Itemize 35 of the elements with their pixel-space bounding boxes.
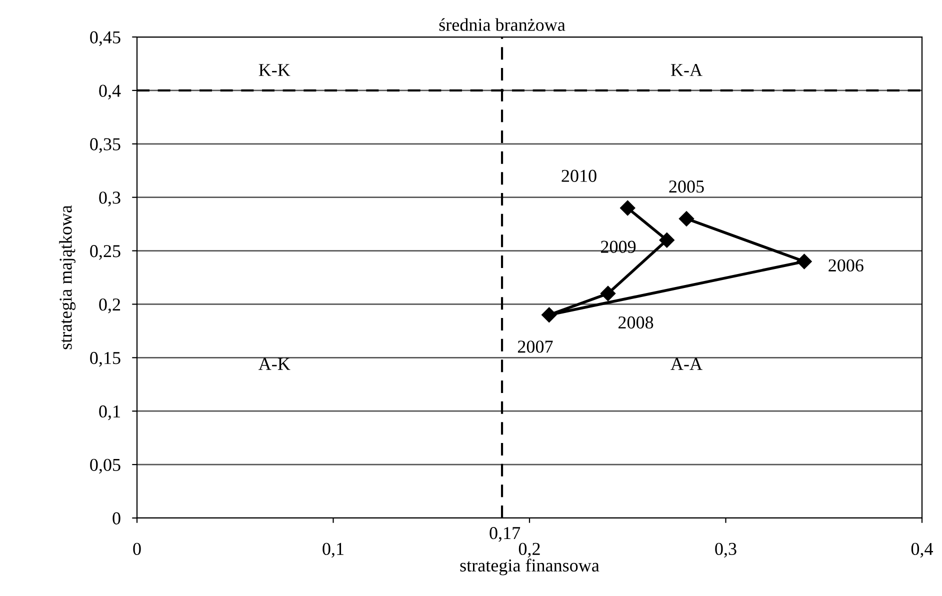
y-tick-label: 0,3: [99, 192, 120, 206]
annotation: 2007: [518, 340, 553, 353]
point: [600, 286, 616, 302]
y-tick-label: 0,05: [90, 458, 120, 474]
ref-line-label: średnia branżowa: [439, 18, 566, 31]
x-tick-label: 0,1: [322, 542, 344, 558]
x-axis-title: strategia finansowa: [460, 558, 600, 576]
annotation: 2006: [828, 259, 864, 272]
annotation: 2009: [601, 240, 636, 253]
point: [620, 200, 636, 216]
annotation: K-A: [670, 64, 702, 76]
y-axis-title: strategia majątkowa: [59, 205, 76, 350]
annotation: 2008: [618, 316, 654, 329]
y-tick-label: 0,4: [99, 84, 121, 100]
point: [542, 307, 557, 322]
point: [796, 254, 812, 270]
x-tick-label: 0,3: [715, 542, 736, 558]
y-tick-label: 0,35: [90, 138, 120, 153]
x-tick-label: 0,4: [911, 542, 934, 558]
y-tick-label: 0,2: [99, 298, 120, 314]
annotation: K-K: [258, 64, 290, 76]
y-tick-label: 0,25: [90, 245, 120, 260]
annotation: 2005: [669, 180, 704, 193]
y-tick-label: 0,1: [99, 405, 120, 420]
annotation: 2010: [562, 170, 596, 182]
point: [659, 232, 674, 248]
y-tick-label: 0: [112, 512, 120, 524]
x-tick-label: 0,2: [518, 542, 540, 558]
point: [678, 211, 694, 226]
y-tick-label: 0,45: [90, 31, 120, 46]
x-tick-label: 0: [133, 542, 141, 556]
annotation: A-K: [258, 358, 290, 370]
y-tick-label: 0,15: [90, 352, 120, 367]
annotation: A-A: [670, 358, 702, 370]
annotation: 0,17: [490, 527, 520, 542]
